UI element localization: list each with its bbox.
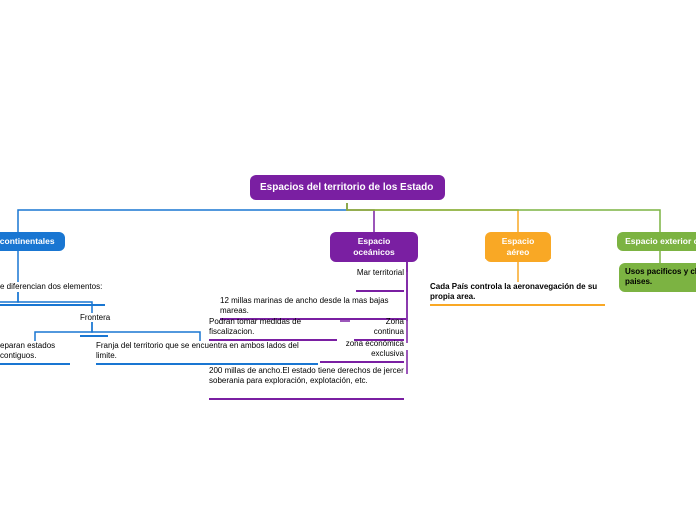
leaf-box-11: Usos pacificos y cl paises. <box>619 263 696 292</box>
leaf-underline-4 <box>356 290 404 292</box>
leaf-7: Podran tomar medidas de fiscalizacion. <box>209 317 337 341</box>
leaf-underline-0 <box>0 304 105 306</box>
leaf-underline-7 <box>209 339 337 341</box>
leaf-8: zona económica exclusiva <box>320 339 404 363</box>
leaf-underline-2 <box>0 363 70 365</box>
leaf-6: Zona continua <box>354 317 404 341</box>
leaf-underline-10 <box>430 304 605 306</box>
leaf-underline-8 <box>320 361 404 363</box>
leaf-2: eparan estados contiguos. <box>0 341 70 365</box>
branch-cont: cios continentales <box>0 232 65 251</box>
leaf-underline-3 <box>96 363 318 365</box>
leaf-10: Cada País controla la aeronavegación de … <box>430 282 605 306</box>
root-node: Espacios del territorio de los Estado <box>250 175 445 200</box>
branch-ocean: Espacio oceánicos <box>330 232 418 262</box>
leaf-9: 200 millas de ancho.El estado tiene dere… <box>209 366 404 390</box>
leaf-underline-1 <box>80 335 108 337</box>
branch-aereo: Espacio aéreo <box>485 232 551 262</box>
leaf-3: Franja del territorio que se encuentra e… <box>96 341 318 365</box>
leaf-0: e diferencian dos elementos: <box>0 282 105 295</box>
leaf-1: Frontera <box>80 313 108 326</box>
branch-ext: Espacio exterior o <box>617 232 696 251</box>
leaf-underline-9 <box>209 398 404 400</box>
leaf-4: Mar territorial <box>356 268 404 281</box>
